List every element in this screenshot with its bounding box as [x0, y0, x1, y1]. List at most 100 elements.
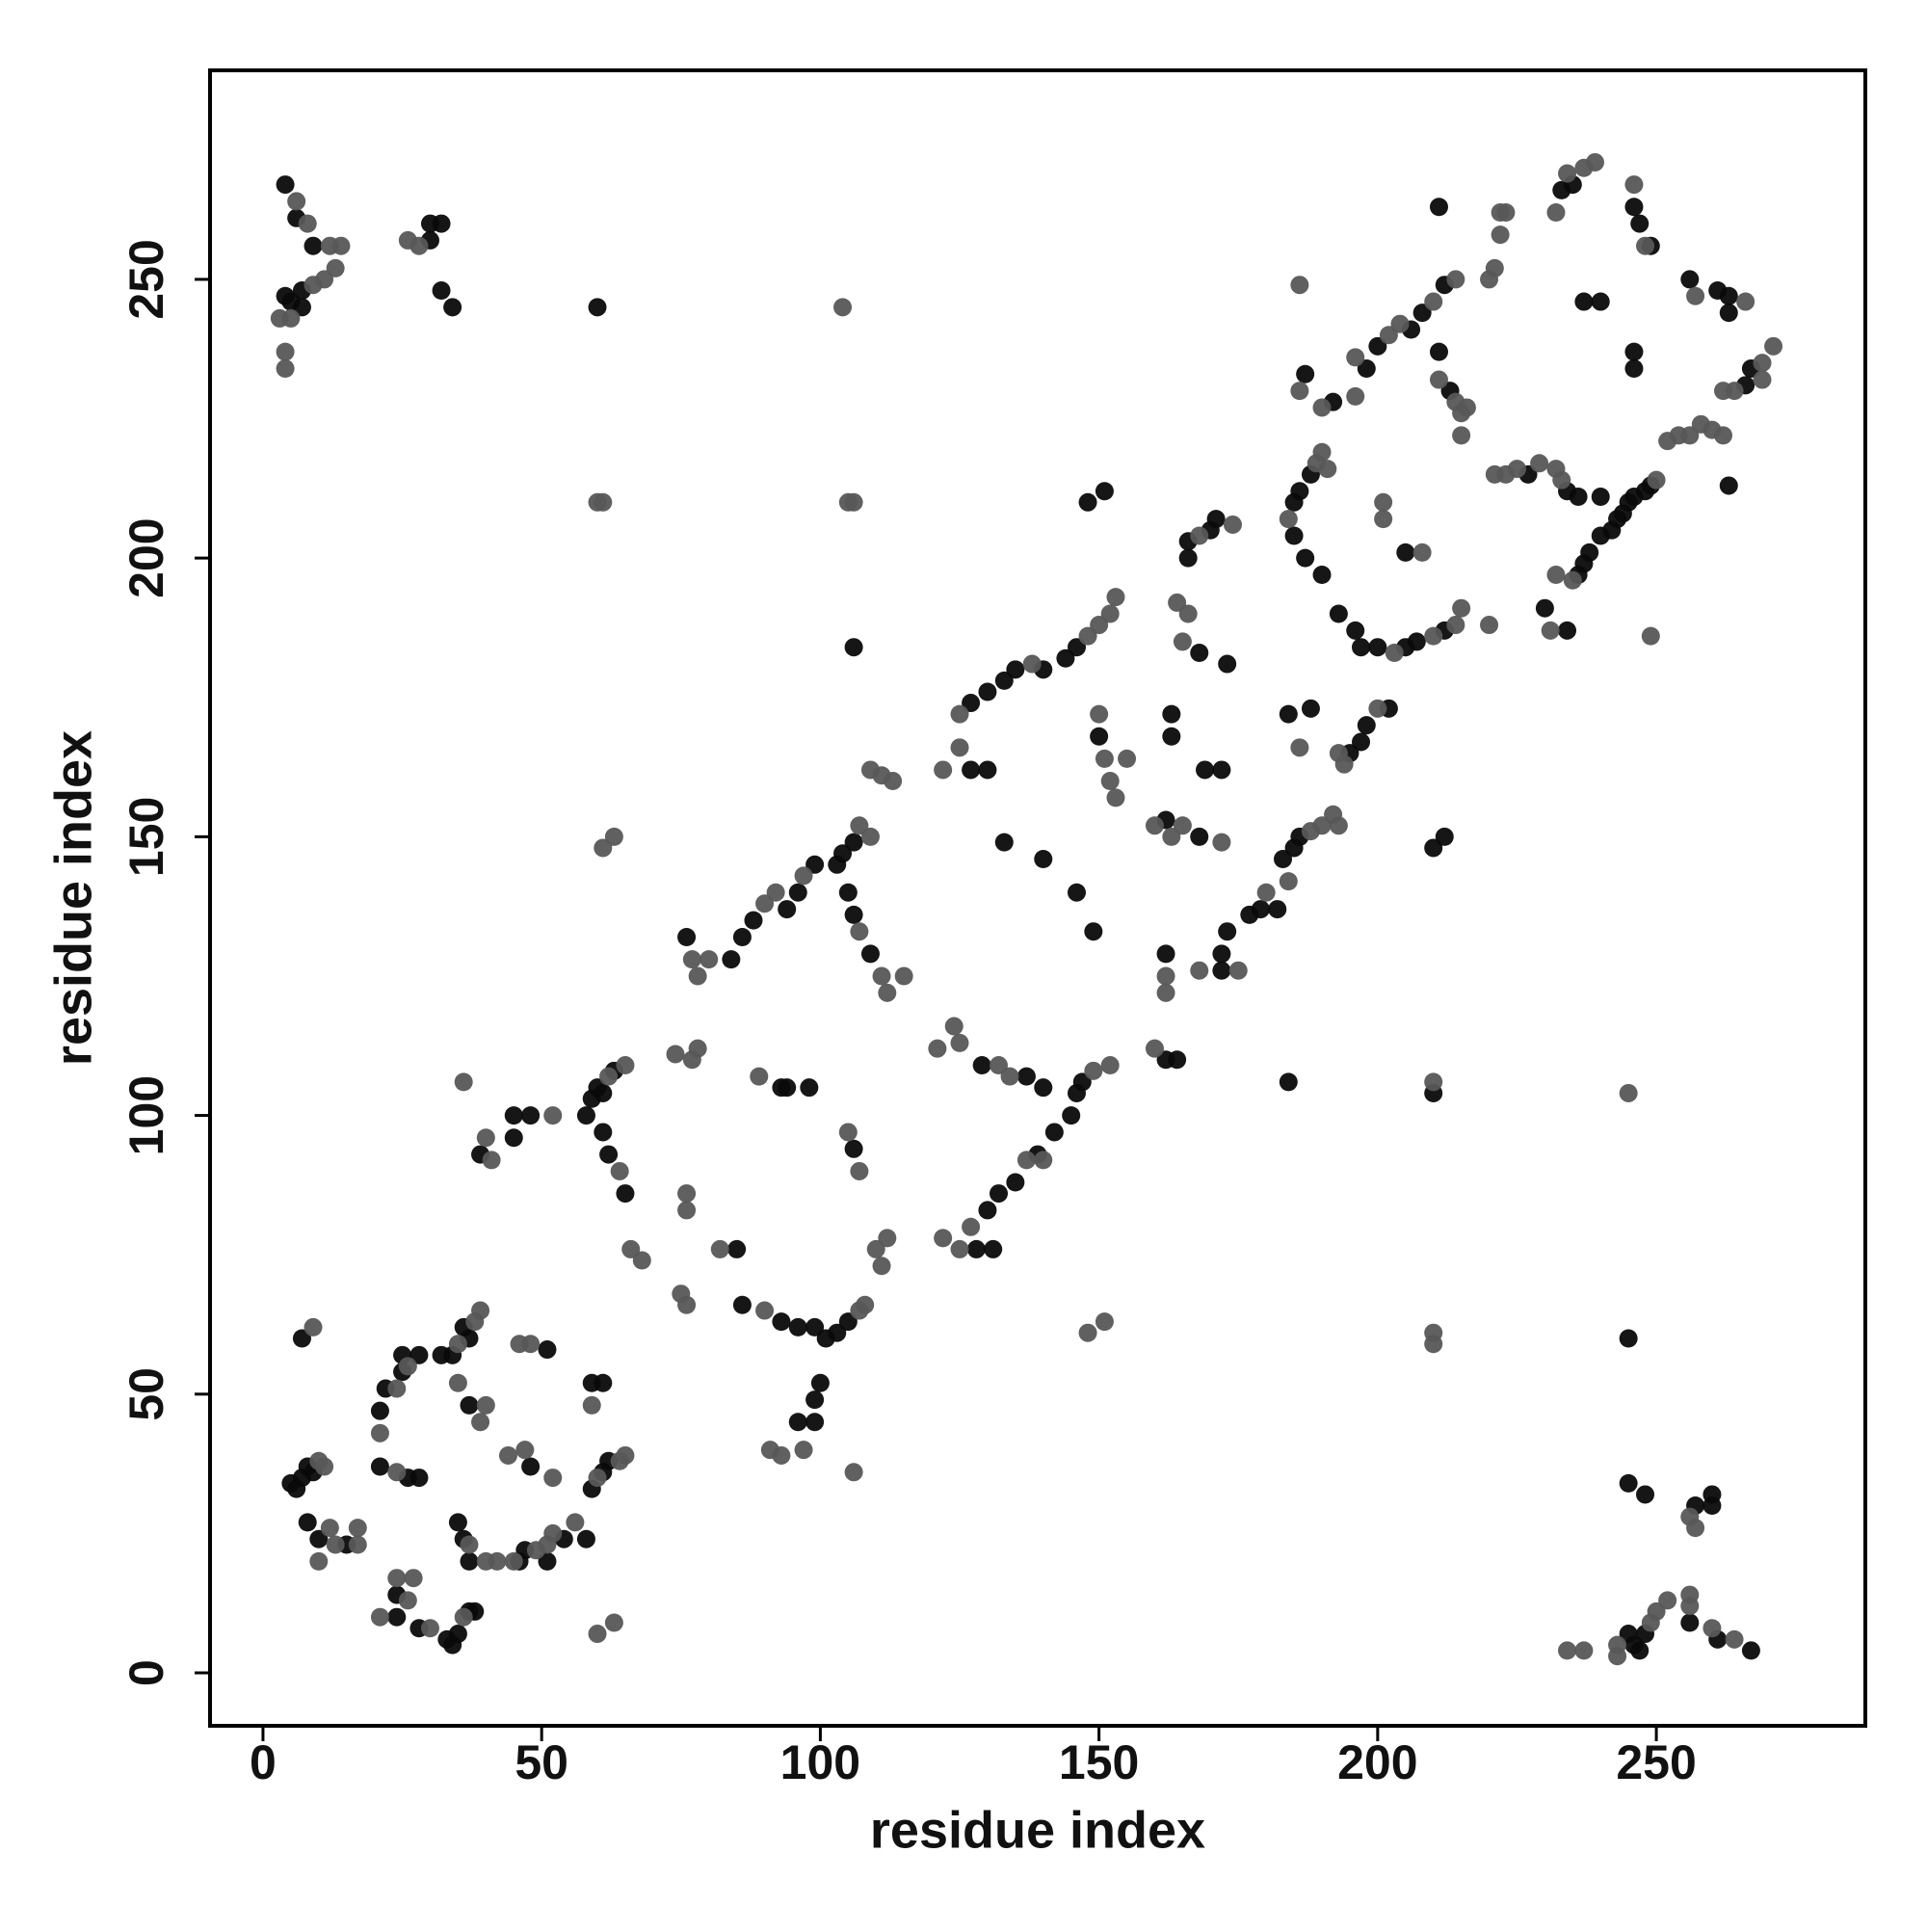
contact-point: [1279, 704, 1298, 724]
contact-point: [616, 1445, 635, 1465]
contact-point: [1190, 643, 1209, 662]
contact-point: [409, 236, 429, 255]
contact-point: [844, 638, 863, 657]
contact-point: [276, 175, 295, 195]
y-axis-label: residue index: [44, 730, 102, 1066]
contact-point: [538, 1551, 557, 1571]
contact-point: [1412, 304, 1432, 323]
contact-point: [1435, 827, 1454, 846]
contact-point: [1591, 488, 1610, 507]
contact-point: [521, 1335, 541, 1354]
contact-point: [460, 1551, 479, 1571]
contact-point: [755, 1301, 775, 1320]
contact-point: [1429, 342, 1448, 361]
contact-point: [1078, 492, 1097, 512]
contact-point: [538, 1340, 557, 1360]
contact-point: [298, 214, 317, 233]
y-tick-label: 200: [119, 517, 173, 597]
contact-point: [1374, 492, 1393, 512]
contact-point: [315, 1457, 334, 1476]
contact-point: [1680, 426, 1700, 445]
contact-point: [576, 1529, 595, 1548]
contact-point: [677, 1201, 697, 1220]
contact-point: [962, 760, 981, 780]
contact-point: [1647, 470, 1666, 490]
contact-point: [1535, 598, 1554, 618]
contact-point: [287, 192, 306, 211]
contact-point: [1368, 336, 1387, 356]
contact-point: [950, 1033, 969, 1052]
contact-point: [1162, 704, 1181, 724]
contact-point: [543, 1523, 563, 1543]
contact-point: [1385, 643, 1404, 662]
contact-point: [1284, 526, 1304, 545]
contact-point: [966, 1239, 986, 1258]
contact-point: [498, 1445, 517, 1465]
contact-point: [805, 1413, 825, 1432]
contact-point: [856, 1295, 875, 1314]
contact-point: [398, 1357, 417, 1376]
contact-point: [1619, 1625, 1638, 1644]
contact-point: [828, 1323, 847, 1342]
contact-point: [677, 927, 697, 946]
contact-point: [448, 1373, 467, 1392]
contact-point: [1619, 1083, 1638, 1102]
contact-point: [1318, 460, 1337, 479]
contact-point: [1424, 1323, 1443, 1342]
contact-point: [1290, 482, 1309, 501]
contact-point: [387, 1463, 407, 1482]
contact-point: [688, 966, 707, 986]
contact-point: [1352, 732, 1371, 752]
contact-point: [1496, 203, 1516, 223]
contact-point: [460, 1395, 479, 1415]
contact-point: [1563, 570, 1582, 590]
contact-point: [1624, 342, 1644, 361]
contact-point: [1446, 270, 1465, 289]
contact-point: [448, 1625, 467, 1644]
contact-point: [1680, 1613, 1700, 1632]
contact-point: [750, 1067, 769, 1086]
contact-point: [850, 1161, 869, 1180]
plot-frame: [208, 68, 1867, 1728]
contact-point: [744, 911, 763, 930]
contact-point: [727, 1239, 747, 1258]
contact-point: [1223, 515, 1242, 534]
contact-point: [1090, 727, 1109, 746]
contact-point: [1429, 198, 1448, 217]
contact-point: [543, 1469, 563, 1488]
contact-point: [1100, 772, 1120, 791]
contact-point: [1491, 225, 1510, 245]
contact-point: [1368, 699, 1387, 718]
x-axis-label: residue index: [870, 1801, 1205, 1859]
contact-point: [1212, 833, 1231, 852]
contact-point: [281, 308, 301, 328]
contact-point: [588, 1625, 607, 1644]
contact-point: [1725, 1629, 1744, 1649]
contact-point: [1352, 638, 1371, 657]
contact-point: [1686, 286, 1705, 305]
contact-point: [1156, 944, 1175, 964]
contact-point: [1078, 1323, 1097, 1342]
contact-point: [1084, 922, 1103, 941]
contact-point: [866, 1239, 885, 1258]
contact-point: [599, 1067, 619, 1086]
contact-point: [1480, 616, 1499, 635]
contact-point: [432, 214, 451, 233]
contact-point: [994, 833, 1014, 852]
contact-point: [387, 1607, 407, 1627]
contact-point: [860, 944, 880, 964]
contact-point: [1424, 292, 1443, 311]
contact-point: [990, 1184, 1009, 1204]
contact-point: [838, 1312, 858, 1332]
contact-point: [1056, 648, 1075, 668]
contact-point: [348, 1535, 367, 1554]
contact-point: [872, 966, 891, 986]
contact-point: [432, 280, 451, 300]
contact-point: [521, 1106, 541, 1125]
contact-point: [1301, 699, 1320, 718]
contact-point: [1090, 616, 1109, 635]
contact-point: [710, 1239, 729, 1258]
contact-point: [404, 1569, 423, 1588]
contact-point: [304, 1317, 323, 1337]
contact-point: [594, 1123, 613, 1142]
